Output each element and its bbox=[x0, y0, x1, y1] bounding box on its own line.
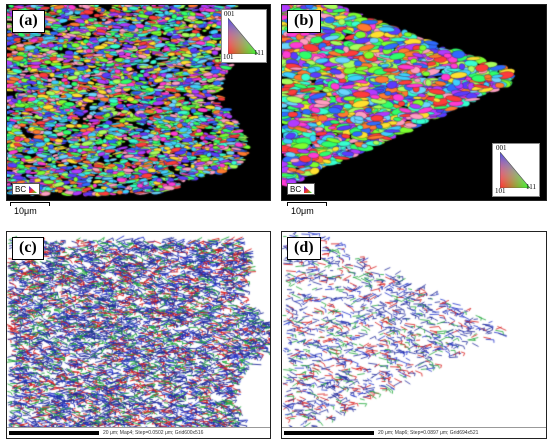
legend-left-b: 101 bbox=[495, 187, 506, 195]
legend-top-b: 001 bbox=[496, 144, 507, 152]
legend-right-b: 111 bbox=[526, 183, 536, 191]
scalebar-text-a: 10μm bbox=[14, 206, 37, 216]
scalebar-line-b bbox=[287, 202, 327, 206]
map-footer-d: 20 μm; Map6; Step=0.0897 μm; Grid694x521 bbox=[282, 427, 546, 438]
footer-text-c: 20 μm; Map4; Step=0.0502 μm; Grid600x516 bbox=[103, 430, 204, 436]
footer-scalebar-c bbox=[9, 431, 99, 435]
scalebar-line-a bbox=[10, 202, 50, 206]
panel-c: (c) 20 μm; Map4; Step=0.0502 μm; Grid600… bbox=[6, 231, 271, 439]
panel-b: (b) 001 101 111 BC bbox=[281, 4, 547, 201]
bc-text-b: BC bbox=[290, 185, 302, 194]
panel-a: (a) 001 101 111 BC bbox=[6, 4, 271, 201]
bc-text-a: BC bbox=[15, 185, 27, 194]
legend-top-a: 001 bbox=[224, 10, 235, 18]
panel-label-a: (a) bbox=[12, 10, 45, 33]
panel-label-d: (d) bbox=[287, 237, 321, 260]
ipf-triangle-icon bbox=[500, 152, 530, 188]
panel-label-b: (b) bbox=[287, 10, 321, 33]
legend-left-a: 101 bbox=[223, 53, 234, 61]
ipf-legend-a: 001 101 111 bbox=[221, 9, 267, 63]
footer-scalebar-d bbox=[284, 431, 374, 435]
scalebar-b: 10μm bbox=[287, 202, 331, 216]
grain-boundary-map-c bbox=[7, 232, 270, 428]
panel-label-c: (c) bbox=[12, 237, 44, 260]
bc-badge-a: BC bbox=[12, 183, 40, 195]
ipf-triangle-icon bbox=[228, 18, 258, 54]
bc-badge-b: BC bbox=[287, 183, 315, 195]
scalebar-a: 10μm bbox=[10, 202, 54, 216]
scalebar-text-b: 10μm bbox=[291, 206, 314, 216]
legend-right-a: 111 bbox=[254, 49, 264, 57]
ipf-legend-b: 001 101 111 bbox=[492, 143, 540, 197]
bc-mini-icon bbox=[29, 186, 37, 193]
bc-mini-icon bbox=[304, 186, 312, 193]
footer-text-d: 20 μm; Map6; Step=0.0897 μm; Grid694x521 bbox=[378, 430, 479, 436]
grain-boundary-map-d bbox=[282, 232, 546, 428]
map-footer-c: 20 μm; Map4; Step=0.0502 μm; Grid600x516 bbox=[7, 427, 270, 438]
panel-d: (d) 20 μm; Map6; Step=0.0897 μm; Grid694… bbox=[281, 231, 547, 439]
